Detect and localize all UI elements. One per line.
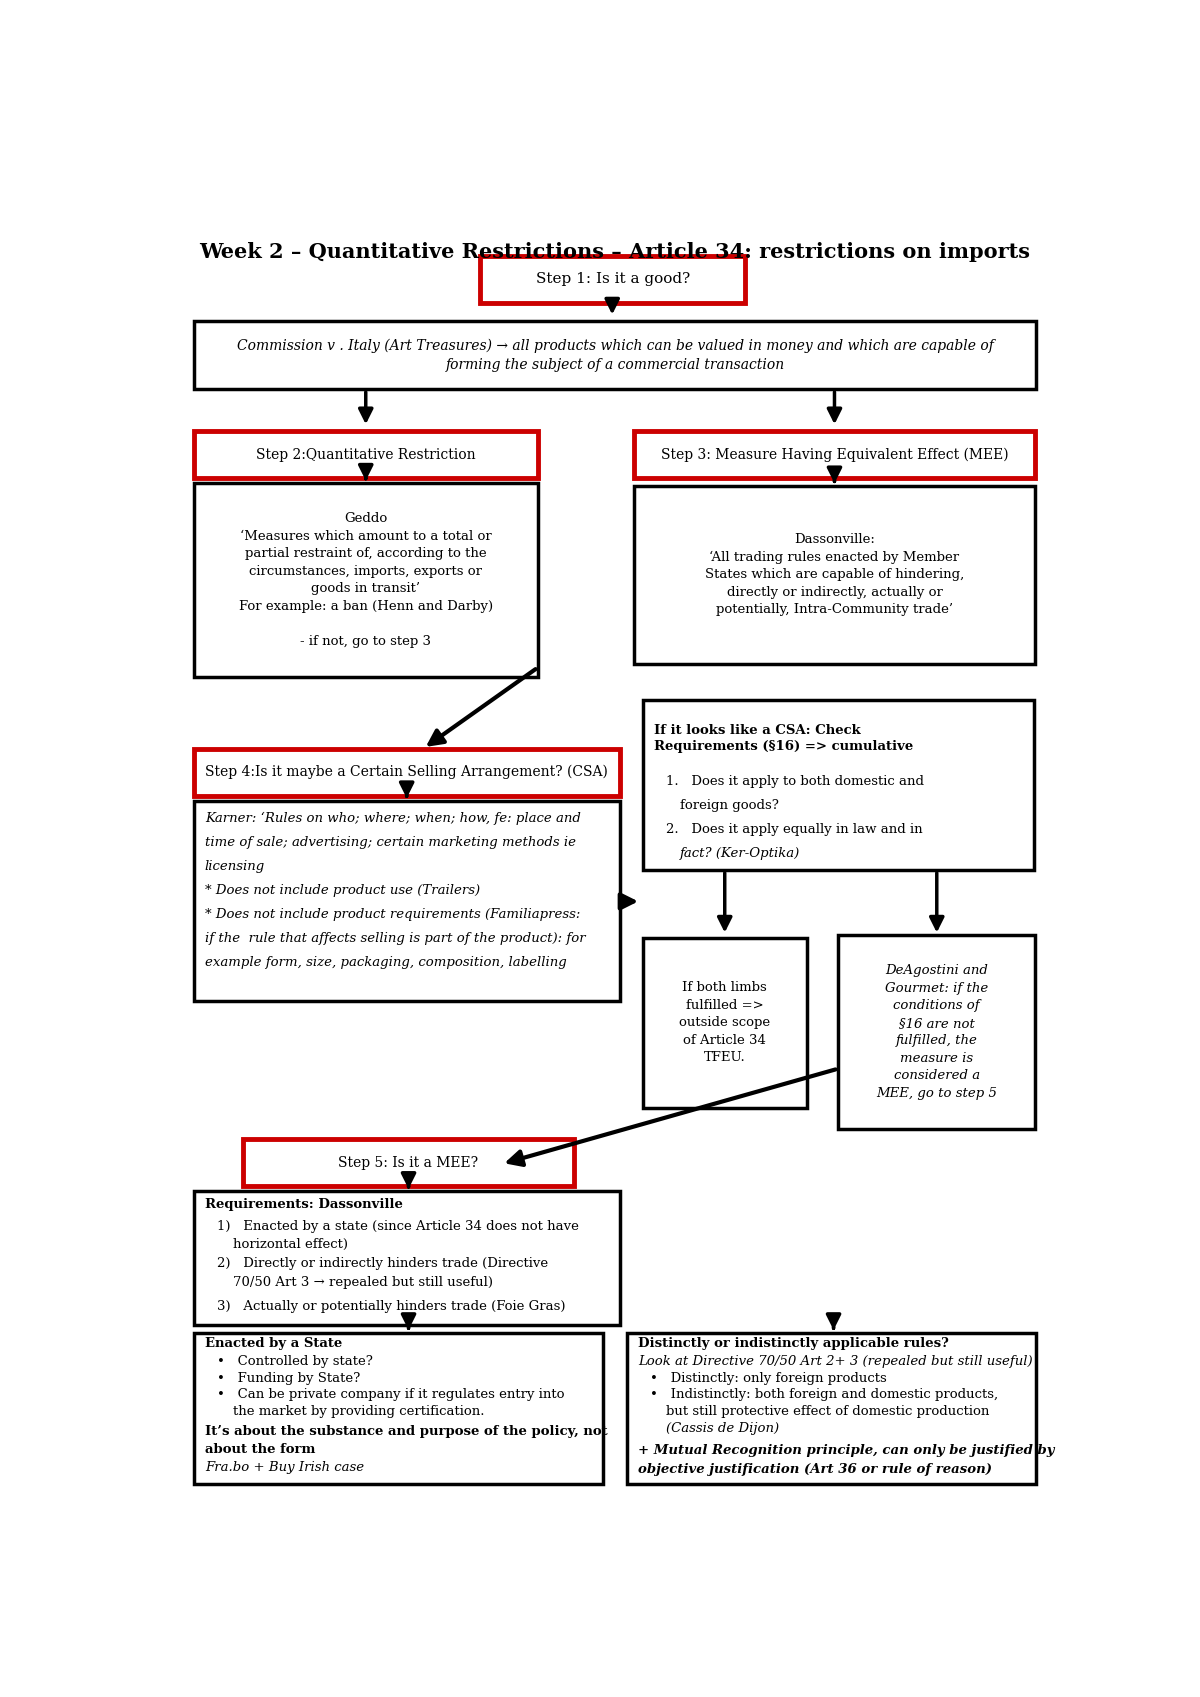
Text: Step 1: Is it a good?: Step 1: Is it a good?	[535, 273, 690, 287]
Text: Distinctly or indistinctly applicable rules?: Distinctly or indistinctly applicable ru…	[638, 1337, 949, 1349]
Text: * Does not include product use (Trailers): * Does not include product use (Trailers…	[205, 884, 480, 898]
FancyBboxPatch shape	[628, 1332, 1037, 1485]
Text: 70/50 Art 3 → repealed but still useful): 70/50 Art 3 → repealed but still useful)	[233, 1276, 493, 1288]
FancyBboxPatch shape	[193, 1332, 602, 1485]
Text: If both limbs
fulfilled =>
outside scope
of Article 34
TFEU.: If both limbs fulfilled => outside scope…	[679, 981, 770, 1064]
FancyBboxPatch shape	[643, 938, 806, 1108]
FancyBboxPatch shape	[643, 701, 1033, 871]
Text: (Cassis de Dijon): (Cassis de Dijon)	[666, 1422, 779, 1434]
Text: + Mutual Recognition principle, can only be justified by: + Mutual Recognition principle, can only…	[638, 1444, 1055, 1458]
FancyBboxPatch shape	[193, 321, 1037, 389]
Text: Requirements (§16) => cumulative: Requirements (§16) => cumulative	[654, 740, 913, 752]
Text: Look at Directive 70/50 Art 2+ 3 (repealed but still useful): Look at Directive 70/50 Art 2+ 3 (repeal…	[638, 1354, 1033, 1368]
FancyBboxPatch shape	[193, 1191, 619, 1325]
Text: horizontal effect): horizontal effect)	[233, 1239, 348, 1251]
Text: Step 2:Quantitative Restriction: Step 2:Quantitative Restriction	[256, 448, 475, 462]
Text: It’s about the substance and purpose of the policy, not: It’s about the substance and purpose of …	[205, 1425, 607, 1437]
Text: 2.   Does it apply equally in law and in: 2. Does it apply equally in law and in	[666, 823, 923, 837]
Text: example form, size, packaging, composition, labelling: example form, size, packaging, compositi…	[205, 955, 566, 969]
Text: •   Can be private company if it regulates entry into: • Can be private company if it regulates…	[217, 1388, 564, 1402]
Text: time of sale; advertising; certain marketing methods ie: time of sale; advertising; certain marke…	[205, 837, 576, 848]
Text: 2)   Directly or indirectly hinders trade (Directive: 2) Directly or indirectly hinders trade …	[217, 1257, 548, 1269]
FancyBboxPatch shape	[193, 431, 538, 479]
Text: the market by providing certification.: the market by providing certification.	[233, 1405, 485, 1419]
Text: Step 5: Is it a MEE?: Step 5: Is it a MEE?	[338, 1156, 479, 1169]
Text: Enacted by a State: Enacted by a State	[205, 1337, 342, 1349]
Text: Dassonville:
‘All trading rules enacted by Member
States which are capable of hi: Dassonville: ‘All trading rules enacted …	[704, 533, 964, 616]
FancyBboxPatch shape	[193, 484, 538, 677]
Text: Geddo
‘Measures which amount to a total or
partial restraint of, according to th: Geddo ‘Measures which amount to a total …	[239, 512, 493, 648]
Text: •   Indistinctly: both foreign and domestic products,: • Indistinctly: both foreign and domesti…	[650, 1388, 998, 1402]
Text: about the form: about the form	[205, 1442, 316, 1456]
Text: Karner: ‘Rules on who; where; when; how, fe: place and: Karner: ‘Rules on who; where; when; how,…	[205, 813, 581, 825]
Text: Requirements: Dassonville: Requirements: Dassonville	[205, 1198, 403, 1212]
FancyBboxPatch shape	[839, 935, 1036, 1129]
Text: but still protective effect of domestic production: but still protective effect of domestic …	[666, 1405, 990, 1419]
Text: 1.   Does it apply to both domestic and: 1. Does it apply to both domestic and	[666, 776, 924, 787]
Text: objective justification (Art 36 or rule of reason): objective justification (Art 36 or rule …	[638, 1463, 992, 1475]
Text: Fra.bo + Buy Irish case: Fra.bo + Buy Irish case	[205, 1461, 364, 1475]
Text: DeAgostini and
Gourmet: if the
conditions of
§16 are not
fulfilled, the
measure : DeAgostini and Gourmet: if the condition…	[876, 964, 997, 1100]
Text: fact? (Ker-Optika): fact? (Ker-Optika)	[680, 847, 800, 860]
Text: Step 3: Measure Having Equivalent Effect (MEE): Step 3: Measure Having Equivalent Effect…	[661, 448, 1008, 462]
Text: •   Controlled by state?: • Controlled by state?	[217, 1354, 373, 1368]
Text: Commission v . Italy (Art Treasures) → all products which can be valued in money: Commission v . Italy (Art Treasures) → a…	[236, 338, 994, 372]
FancyBboxPatch shape	[242, 1139, 574, 1186]
Text: foreign goods?: foreign goods?	[680, 799, 779, 811]
FancyBboxPatch shape	[634, 485, 1036, 664]
Text: •   Distinctly: only foreign products: • Distinctly: only foreign products	[650, 1371, 887, 1385]
Text: Week 2 – Quantitative Restrictions – Article 34: restrictions on imports: Week 2 – Quantitative Restrictions – Art…	[199, 243, 1031, 261]
Text: if the  rule that affects selling is part of the product): for: if the rule that affects selling is part…	[205, 932, 586, 945]
Text: Step 4:Is it maybe a Certain Selling Arrangement? (CSA): Step 4:Is it maybe a Certain Selling Arr…	[205, 765, 608, 779]
Text: If it looks like a CSA: Check: If it looks like a CSA: Check	[654, 723, 865, 736]
FancyBboxPatch shape	[634, 431, 1036, 479]
FancyBboxPatch shape	[480, 256, 745, 304]
FancyBboxPatch shape	[193, 801, 619, 1001]
Text: licensing: licensing	[205, 860, 265, 874]
Text: * Does not include product requirements (Familiapress:: * Does not include product requirements …	[205, 908, 581, 921]
FancyBboxPatch shape	[193, 748, 619, 796]
Text: •   Funding by State?: • Funding by State?	[217, 1371, 360, 1385]
Text: 1)   Enacted by a state (since Article 34 does not have: 1) Enacted by a state (since Article 34 …	[217, 1220, 578, 1232]
Text: 3)   Actually or potentially hinders trade (Foie Gras): 3) Actually or potentially hinders trade…	[217, 1300, 565, 1312]
